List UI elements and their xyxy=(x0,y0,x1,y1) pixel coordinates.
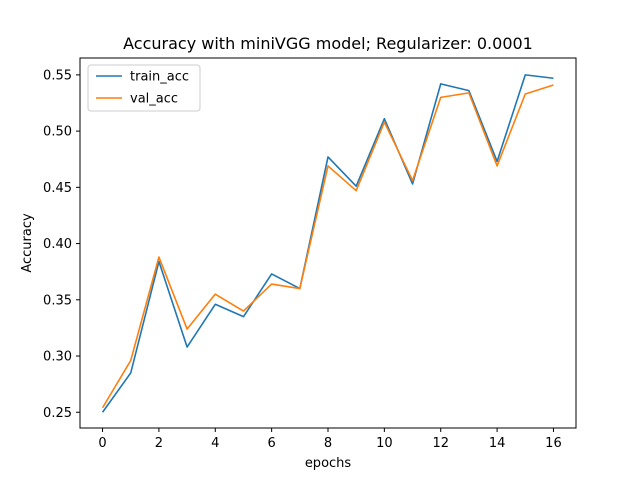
x-tick-label: 6 xyxy=(267,436,275,451)
y-tick-label: 0.30 xyxy=(43,350,72,365)
series-line-train-acc xyxy=(101,74,554,413)
x-axis-label: epochs xyxy=(305,456,352,471)
y-tick-label: 0.25 xyxy=(43,406,72,421)
series-line-val-acc xyxy=(101,84,554,409)
x-tick-label: 2 xyxy=(155,436,163,451)
y-tick-label: 0.40 xyxy=(43,237,72,252)
x-tick-label: 8 xyxy=(324,436,332,451)
x-tick-label: 0 xyxy=(98,436,106,451)
plot-area xyxy=(101,74,554,413)
y-tick-label: 0.50 xyxy=(43,125,72,140)
y-tick-label: 0.55 xyxy=(43,68,72,83)
legend-label-val-acc: val_acc xyxy=(130,92,178,107)
y-tick-label: 0.35 xyxy=(43,293,72,308)
y-tick-label: 0.45 xyxy=(43,181,72,196)
chart-title: Accuracy with miniVGG model; Regularizer… xyxy=(123,34,533,53)
x-tick-label: 12 xyxy=(432,436,449,451)
axis-ticks: 0 2 4 6 8 10 12 14 16 0.25 0.30 0.35 0.40 0.45 0.50 0.5… xyxy=(43,68,562,451)
legend-label-train-acc: train_acc xyxy=(130,70,189,85)
x-tick-label: 14 xyxy=(489,436,506,451)
y-axis-label: Accuracy xyxy=(20,213,35,273)
x-tick-label: 4 xyxy=(211,436,219,451)
x-tick-label: 10 xyxy=(376,436,393,451)
x-tick-label: 16 xyxy=(545,436,562,451)
legend: train_acc val_acc xyxy=(87,64,201,112)
